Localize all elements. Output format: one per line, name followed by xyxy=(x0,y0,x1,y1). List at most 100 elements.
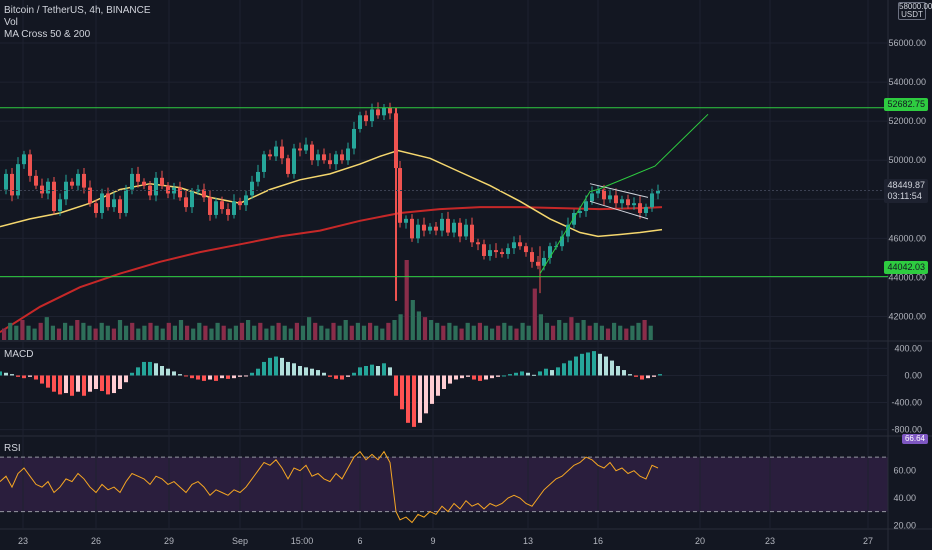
macd-histogram-bar xyxy=(310,368,314,376)
candle-body xyxy=(76,173,80,186)
y-tick-label: 44000.00 xyxy=(888,272,926,282)
macd-histogram-bar xyxy=(370,364,374,376)
volume-bar xyxy=(575,322,580,340)
volume-bar xyxy=(81,322,86,340)
macd-histogram-bar xyxy=(484,375,488,380)
macd-histogram-bar xyxy=(130,372,134,376)
volume-bar xyxy=(514,328,519,340)
macd-histogram-bar xyxy=(124,375,128,383)
volume-bar xyxy=(288,328,293,340)
volume-bar xyxy=(246,320,251,340)
volume-legend: Vol xyxy=(4,17,18,28)
macd-legend: MACD xyxy=(4,349,34,360)
candle-body xyxy=(416,224,420,239)
macd-histogram-bar xyxy=(364,366,368,376)
macd-histogram-bar xyxy=(316,370,320,376)
candle-body xyxy=(626,199,630,206)
macd-histogram-bar xyxy=(16,375,20,377)
currency-button[interactable]: 58000.00 USDT xyxy=(898,2,932,20)
macd-histogram-bar xyxy=(322,372,326,376)
candle-body xyxy=(286,158,290,174)
volume-bar xyxy=(185,325,190,340)
candle-body xyxy=(440,218,444,231)
macd-histogram-bar xyxy=(442,375,446,389)
macd-histogram-bar xyxy=(88,375,92,392)
macd-histogram-bar xyxy=(40,375,44,384)
macd-histogram-bar xyxy=(352,372,356,376)
macd-histogram-bar xyxy=(394,375,398,396)
candle-body xyxy=(358,115,362,129)
candle-body xyxy=(614,195,618,204)
macd-histogram-bar xyxy=(592,351,596,376)
volume-bar xyxy=(319,325,324,340)
volume-bar xyxy=(233,325,238,340)
candle-body xyxy=(470,224,474,243)
x-tick-label: Sep xyxy=(232,536,248,546)
volume-bar xyxy=(136,328,141,340)
volume-bar xyxy=(264,328,269,340)
macd-histogram-bar xyxy=(172,371,176,376)
candle-body xyxy=(202,189,206,198)
macd-histogram-bar xyxy=(610,360,614,376)
macd-histogram-bar xyxy=(652,375,656,377)
symbol-legend: Bitcoin / TetherUS, 4h, BINANCE xyxy=(4,5,151,16)
volume-bar xyxy=(32,328,37,340)
volume-bar xyxy=(252,325,257,340)
volume-bar xyxy=(557,320,562,340)
candle-body xyxy=(94,203,98,213)
volume-bar xyxy=(624,328,629,340)
support-price-tag: 44042.03 xyxy=(884,261,928,274)
candle-body xyxy=(16,164,20,196)
macd-histogram-bar xyxy=(220,375,224,379)
volume-bar xyxy=(435,322,440,340)
macd-histogram-bar xyxy=(628,374,632,376)
candle-body xyxy=(632,203,636,206)
volume-bar xyxy=(117,320,123,340)
volume-bar xyxy=(349,325,354,340)
candle-body xyxy=(274,146,278,157)
volume-bar xyxy=(386,322,391,340)
macd-histogram-bar xyxy=(376,366,380,376)
candle-body xyxy=(542,257,546,266)
x-tick-label: 6 xyxy=(357,536,362,546)
macd-histogram-bar xyxy=(46,375,50,388)
volume-bar xyxy=(453,325,458,340)
candle-body xyxy=(494,250,498,253)
macd-histogram-bar xyxy=(76,375,80,392)
candle-body xyxy=(422,224,426,231)
macd-histogram-bar xyxy=(466,375,470,377)
y-tick-label: 42000.00 xyxy=(888,312,926,322)
volume-bar xyxy=(447,322,452,340)
volume-bar xyxy=(166,322,171,340)
candle-body xyxy=(124,189,128,213)
rsi-series xyxy=(0,450,659,524)
candle-body xyxy=(452,222,456,233)
volume-bar xyxy=(465,322,470,340)
x-tick-label: 16 xyxy=(593,536,603,546)
volume-bar xyxy=(502,322,507,340)
macd-histogram-bar xyxy=(580,353,584,376)
rsi-tick-label: 40.00 xyxy=(893,493,916,503)
macd-histogram-bar xyxy=(556,367,560,376)
volume-bar xyxy=(477,322,482,340)
candle-body xyxy=(166,185,170,194)
volume-bar xyxy=(20,320,25,340)
macd-histogram-bar xyxy=(262,361,266,376)
candle-body xyxy=(464,224,468,237)
macd-histogram-bar xyxy=(304,367,308,376)
candle-body xyxy=(118,199,122,213)
rsi-band-fill xyxy=(0,457,888,512)
macd-histogram-bar xyxy=(550,370,554,376)
bar-countdown: 03:11:54 xyxy=(887,191,922,201)
resistance-price-tag: 52682.75 xyxy=(884,98,928,111)
macd-histogram-bar xyxy=(286,361,290,376)
candle-body xyxy=(292,148,296,174)
macd-histogram-bar xyxy=(292,363,296,376)
candle-body xyxy=(446,218,450,233)
macd-histogram-bar xyxy=(184,375,188,377)
candle-body xyxy=(334,154,338,165)
candle-body xyxy=(310,144,314,161)
candle-body xyxy=(40,185,44,194)
macd-tick-label: -800.00 xyxy=(891,425,922,435)
y-tick-label: 56000.00 xyxy=(888,38,926,48)
